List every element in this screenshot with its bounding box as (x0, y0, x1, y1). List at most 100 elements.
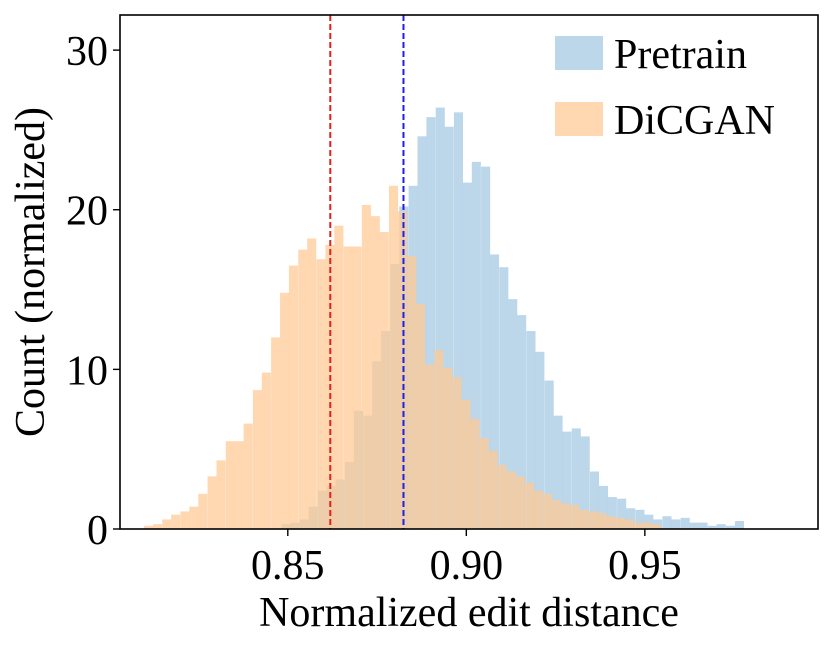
bar-dicgan-49 (588, 511, 598, 529)
bar-pretrain-36 (607, 497, 617, 529)
bar-dicgan-24 (361, 204, 371, 529)
bar-pretrain-39 (635, 509, 645, 529)
bar-dicgan-28 (397, 211, 407, 529)
bar-pretrain-18 (444, 126, 454, 530)
legend-swatch-dicgan (555, 102, 603, 136)
bar-pretrain-22 (481, 166, 491, 529)
bar-dicgan-35 (461, 399, 471, 529)
bar-dicgan-52 (615, 517, 625, 529)
plot-frame (119, 14, 819, 530)
bar-dicgan-17 (298, 249, 308, 529)
y-tick-label-2: 20 (66, 189, 108, 235)
bar-pretrain-21 (471, 161, 481, 530)
bar-pretrain-19 (453, 112, 463, 530)
bar-dicgan-3 (171, 514, 181, 529)
bar-dicgan-19 (316, 259, 326, 529)
bar-pretrain-48 (716, 524, 726, 529)
bar-dicgan-8 (216, 460, 226, 529)
bar-dicgan-29 (407, 256, 417, 529)
bar-pretrain-32 (571, 428, 581, 529)
bar-dicgan-53 (624, 519, 634, 529)
bar-pretrain-24 (499, 267, 509, 529)
legend: Pretrain DiCGAN (555, 32, 775, 144)
bar-dicgan-13 (261, 372, 271, 529)
bar-pretrain-43 (671, 519, 681, 529)
x-axis-title: Normalized edit distance (259, 590, 679, 636)
bar-pretrain-30 (553, 415, 563, 529)
bar-pretrain-50 (734, 521, 744, 529)
bar-dicgan-11 (243, 423, 253, 529)
bar-pretrain-20 (462, 182, 472, 530)
y-axis-ticks: 0 10 20 30 (66, 29, 120, 554)
bar-dicgan-37 (479, 438, 489, 529)
series-dicgan-bars (144, 185, 661, 530)
y-tick-label-3: 30 (66, 29, 108, 75)
bar-dicgan-14 (271, 337, 281, 529)
bar-pretrain-31 (562, 431, 572, 529)
bar-dicgan-39 (497, 465, 507, 529)
bar-dicgan-45 (552, 500, 562, 529)
bar-dicgan-44 (543, 493, 553, 529)
bar-dicgan-51 (606, 516, 616, 529)
bar-dicgan-34 (452, 377, 462, 529)
bar-pretrain-41 (653, 519, 663, 529)
bar-pretrain-42 (662, 516, 672, 529)
bar-dicgan-4 (180, 511, 190, 529)
bar-dicgan-48 (579, 509, 589, 529)
bar-dicgan-54 (633, 522, 643, 529)
bar-dicgan-50 (597, 513, 607, 529)
bar-dicgan-43 (533, 490, 543, 529)
bar-dicgan-7 (207, 476, 217, 529)
x-tick-label-2: 0.95 (608, 543, 682, 589)
bar-dicgan-46 (561, 503, 571, 529)
bar-pretrain-17 (435, 107, 445, 529)
bar-dicgan-6 (198, 493, 208, 529)
bar-pretrain-25 (508, 299, 518, 529)
bar-dicgan-33 (443, 367, 453, 529)
legend-label-dicgan: DiCGAN (614, 98, 775, 144)
bar-pretrain-26 (517, 315, 527, 529)
bar-dicgan-40 (506, 471, 516, 529)
bar-dicgan-5 (189, 506, 199, 529)
bar-dicgan-26 (379, 232, 389, 529)
bar-pretrain-49 (725, 525, 736, 529)
bar-pretrain-35 (598, 485, 608, 529)
bar-pretrain-28 (535, 351, 545, 529)
bar-pretrain-29 (544, 380, 554, 529)
bar-dicgan-16 (288, 265, 299, 529)
bar-pretrain-47 (707, 525, 717, 529)
bar-dicgan-18 (307, 238, 317, 530)
bar-dicgan-23 (352, 246, 362, 529)
bar-pretrain-38 (626, 508, 636, 529)
bar-dicgan-12 (252, 390, 262, 529)
bar-dicgan-25 (370, 216, 380, 529)
bar-dicgan-42 (524, 482, 535, 529)
bar-pretrain-46 (698, 522, 708, 529)
bar-dicgan-32 (434, 350, 444, 529)
bar-dicgan-55 (642, 522, 652, 529)
bar-dicgan-47 (570, 505, 580, 529)
bar-dicgan-10 (234, 441, 244, 529)
bar-dicgan-56 (651, 524, 661, 529)
bar-dicgan-41 (515, 476, 525, 529)
x-axis-ticks: 0.85 0.90 0.95 (251, 529, 682, 589)
bar-dicgan-9 (225, 441, 235, 529)
bar-pretrain-34 (589, 471, 600, 529)
bar-pretrain-27 (526, 331, 536, 529)
bar-pretrain-33 (580, 436, 590, 529)
bar-dicgan-36 (470, 418, 480, 529)
x-tick-label-1: 0.90 (430, 543, 504, 589)
bar-pretrain-44 (680, 517, 690, 529)
bar-pretrain-40 (644, 514, 654, 529)
bar-dicgan-2 (162, 519, 172, 529)
bar-pretrain-16 (426, 117, 436, 529)
bar-dicgan-0 (144, 525, 154, 529)
y-tick-label-0: 0 (87, 508, 108, 554)
histogram-bars (144, 107, 744, 530)
bar-dicgan-38 (488, 450, 498, 529)
bar-pretrain-23 (489, 254, 500, 529)
bar-dicgan-1 (152, 524, 163, 529)
y-axis-title: Count (normalized) (8, 107, 54, 437)
bar-dicgan-30 (416, 303, 426, 529)
bar-dicgan-21 (334, 225, 344, 529)
